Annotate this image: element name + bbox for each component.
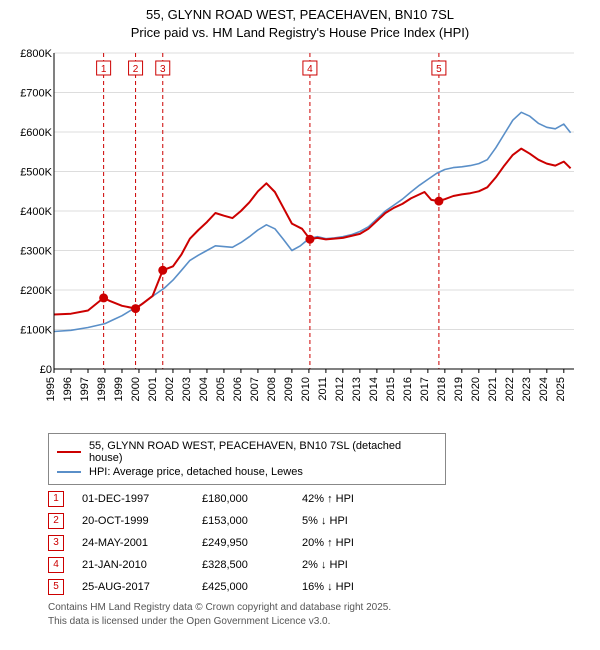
svg-text:£600K: £600K xyxy=(20,127,52,139)
svg-text:2021: 2021 xyxy=(487,377,499,401)
title-address: 55, GLYNN ROAD WEST, PEACEHAVEN, BN10 7S… xyxy=(8,6,592,24)
svg-text:£500K: £500K xyxy=(20,167,52,179)
sale-price: £328,500 xyxy=(202,559,302,571)
sale-price: £425,000 xyxy=(202,581,302,593)
svg-text:2018: 2018 xyxy=(436,377,448,401)
svg-text:2004: 2004 xyxy=(198,377,210,401)
sale-vs-hpi: 16% ↓ HPI xyxy=(302,581,432,593)
svg-text:£700K: £700K xyxy=(20,88,52,100)
sale-marker-number: 1 xyxy=(48,491,64,507)
svg-text:3: 3 xyxy=(160,64,166,75)
svg-text:1999: 1999 xyxy=(113,377,125,401)
svg-text:2017: 2017 xyxy=(419,377,431,401)
svg-text:2019: 2019 xyxy=(453,377,465,401)
svg-text:2005: 2005 xyxy=(215,377,227,401)
sale-row: 4 21-JAN-2010£328,5002% ↓ HPI xyxy=(48,557,592,573)
sale-row: 5 25-AUG-2017£425,00016% ↓ HPI xyxy=(48,579,592,595)
sale-marker-number: 2 xyxy=(48,513,64,529)
legend-swatch-property xyxy=(57,451,81,454)
sales-table: 1 01-DEC-1997£180,00042% ↑ HPI 2 20-OCT-199… xyxy=(48,491,592,595)
svg-text:2008: 2008 xyxy=(266,377,278,401)
svg-text:2015: 2015 xyxy=(385,377,397,401)
sale-price: £249,950 xyxy=(202,537,302,549)
svg-text:2020: 2020 xyxy=(470,377,482,401)
svg-text:2000: 2000 xyxy=(130,377,142,401)
sale-marker-number: 3 xyxy=(48,535,64,551)
svg-text:£200K: £200K xyxy=(20,285,52,297)
price-chart: £0 £100K £200K £300K £400K £500K £600K £700K £80… xyxy=(20,47,580,427)
svg-text:2024: 2024 xyxy=(538,377,550,401)
chart-title: 55, GLYNN ROAD WEST, PEACEHAVEN, BN10 7S… xyxy=(8,6,592,41)
svg-text:2: 2 xyxy=(133,64,139,75)
legend-label-property: 55, GLYNN ROAD WEST, PEACEHAVEN, BN10 7S… xyxy=(89,440,437,464)
svg-text:2003: 2003 xyxy=(181,377,193,401)
legend: 55, GLYNN ROAD WEST, PEACEHAVEN, BN10 7S… xyxy=(48,433,446,485)
svg-text:4: 4 xyxy=(307,64,313,75)
sale-date: 01-DEC-1997 xyxy=(82,493,202,505)
sale-row: 3 24-MAY-2001£249,95020% ↑ HPI xyxy=(48,535,592,551)
sale-vs-hpi: 5% ↓ HPI xyxy=(302,515,432,527)
sale-price: £153,000 xyxy=(202,515,302,527)
svg-text:1995: 1995 xyxy=(45,377,57,401)
svg-text:£800K: £800K xyxy=(20,48,52,60)
sale-date: 20-OCT-1999 xyxy=(82,515,202,527)
svg-text:2012: 2012 xyxy=(334,377,346,401)
svg-text:2002: 2002 xyxy=(164,377,176,401)
sale-marker-number: 5 xyxy=(48,579,64,595)
sale-row: 1 01-DEC-1997£180,00042% ↑ HPI xyxy=(48,491,592,507)
svg-text:2025: 2025 xyxy=(555,377,567,401)
sale-vs-hpi: 2% ↓ HPI xyxy=(302,559,432,571)
svg-text:1998: 1998 xyxy=(96,377,108,401)
svg-text:2006: 2006 xyxy=(232,377,244,401)
footer-licence: This data is licensed under the Open Gov… xyxy=(48,615,592,629)
svg-text:1997: 1997 xyxy=(79,377,91,401)
svg-text:£0: £0 xyxy=(40,364,52,376)
sale-marker-number: 4 xyxy=(48,557,64,573)
svg-text:2010: 2010 xyxy=(300,377,312,401)
legend-label-hpi: HPI: Average price, detached house, Lewe… xyxy=(89,466,303,478)
svg-text:£400K: £400K xyxy=(20,206,52,218)
svg-text:5: 5 xyxy=(436,64,442,75)
svg-text:2023: 2023 xyxy=(521,377,533,401)
svg-text:2001: 2001 xyxy=(147,377,159,401)
sale-date: 25-AUG-2017 xyxy=(82,581,202,593)
footer: Contains HM Land Registry data © Crown c… xyxy=(48,601,592,628)
svg-text:2013: 2013 xyxy=(351,377,363,401)
svg-text:2007: 2007 xyxy=(249,377,261,401)
footer-copyright: Contains HM Land Registry data © Crown c… xyxy=(48,601,592,615)
svg-text:1996: 1996 xyxy=(62,377,74,401)
svg-text:£300K: £300K xyxy=(20,246,52,258)
sale-date: 24-MAY-2001 xyxy=(82,537,202,549)
sale-vs-hpi: 20% ↑ HPI xyxy=(302,537,432,549)
svg-text:2014: 2014 xyxy=(368,377,380,401)
svg-text:2009: 2009 xyxy=(283,377,295,401)
legend-item-property: 55, GLYNN ROAD WEST, PEACEHAVEN, BN10 7S… xyxy=(57,440,437,464)
legend-item-hpi: HPI: Average price, detached house, Lewe… xyxy=(57,466,437,478)
svg-text:1: 1 xyxy=(101,64,107,75)
sale-row: 2 20-OCT-1999£153,0005% ↓ HPI xyxy=(48,513,592,529)
svg-text:2022: 2022 xyxy=(504,377,516,401)
sale-price: £180,000 xyxy=(202,493,302,505)
legend-swatch-hpi xyxy=(57,471,81,473)
svg-text:£100K: £100K xyxy=(20,325,52,337)
sale-vs-hpi: 42% ↑ HPI xyxy=(302,493,432,505)
sale-date: 21-JAN-2010 xyxy=(82,559,202,571)
svg-text:2011: 2011 xyxy=(317,377,329,401)
svg-text:2016: 2016 xyxy=(402,377,414,401)
title-subtitle: Price paid vs. HM Land Registry's House … xyxy=(8,24,592,42)
